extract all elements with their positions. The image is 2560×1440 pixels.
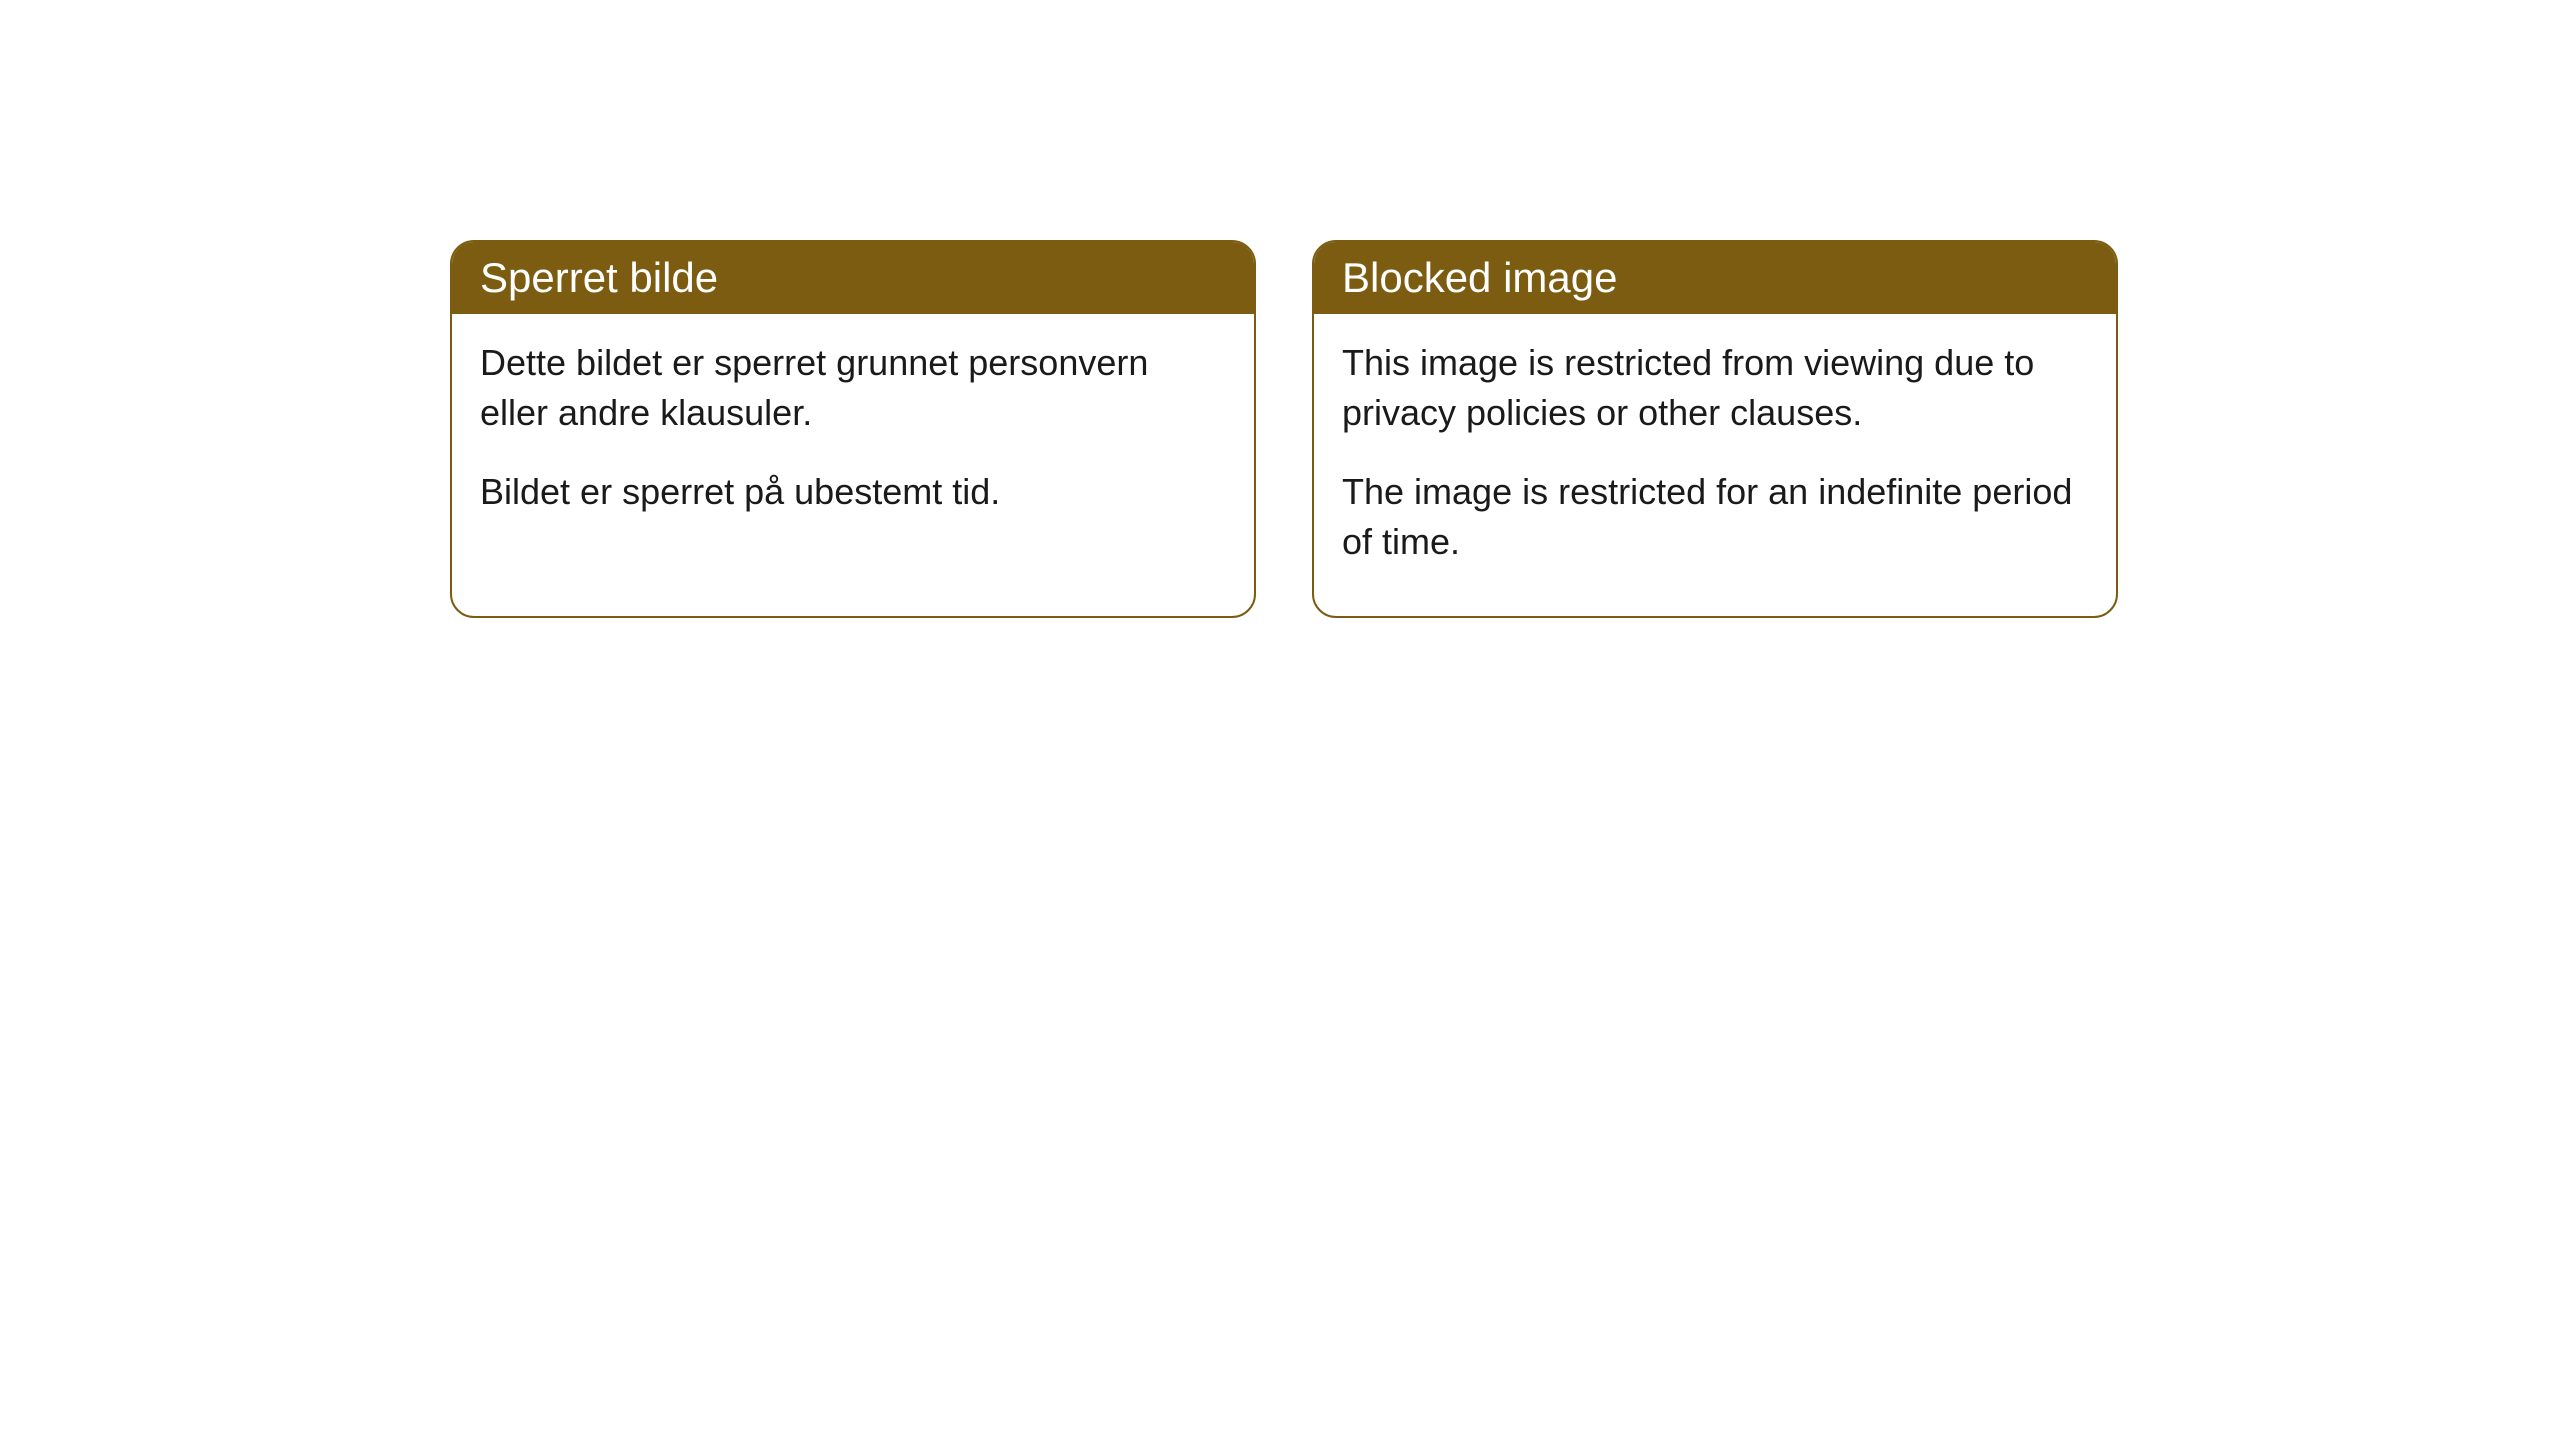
blocked-image-card-norwegian: Sperret bilde Dette bildet er sperret gr… (450, 240, 1256, 618)
card-header: Blocked image (1314, 242, 2116, 314)
card-body: Dette bildet er sperret grunnet personve… (452, 314, 1254, 565)
card-header: Sperret bilde (452, 242, 1254, 314)
card-paragraph-1: Dette bildet er sperret grunnet personve… (480, 338, 1226, 439)
card-body: This image is restricted from viewing du… (1314, 314, 2116, 616)
card-paragraph-1: This image is restricted from viewing du… (1342, 338, 2088, 439)
card-paragraph-2: Bildet er sperret på ubestemt tid. (480, 467, 1226, 517)
card-title: Sperret bilde (480, 254, 718, 301)
blocked-image-card-english: Blocked image This image is restricted f… (1312, 240, 2118, 618)
card-paragraph-2: The image is restricted for an indefinit… (1342, 467, 2088, 568)
notice-cards-container: Sperret bilde Dette bildet er sperret gr… (450, 240, 2118, 618)
card-title: Blocked image (1342, 254, 1617, 301)
